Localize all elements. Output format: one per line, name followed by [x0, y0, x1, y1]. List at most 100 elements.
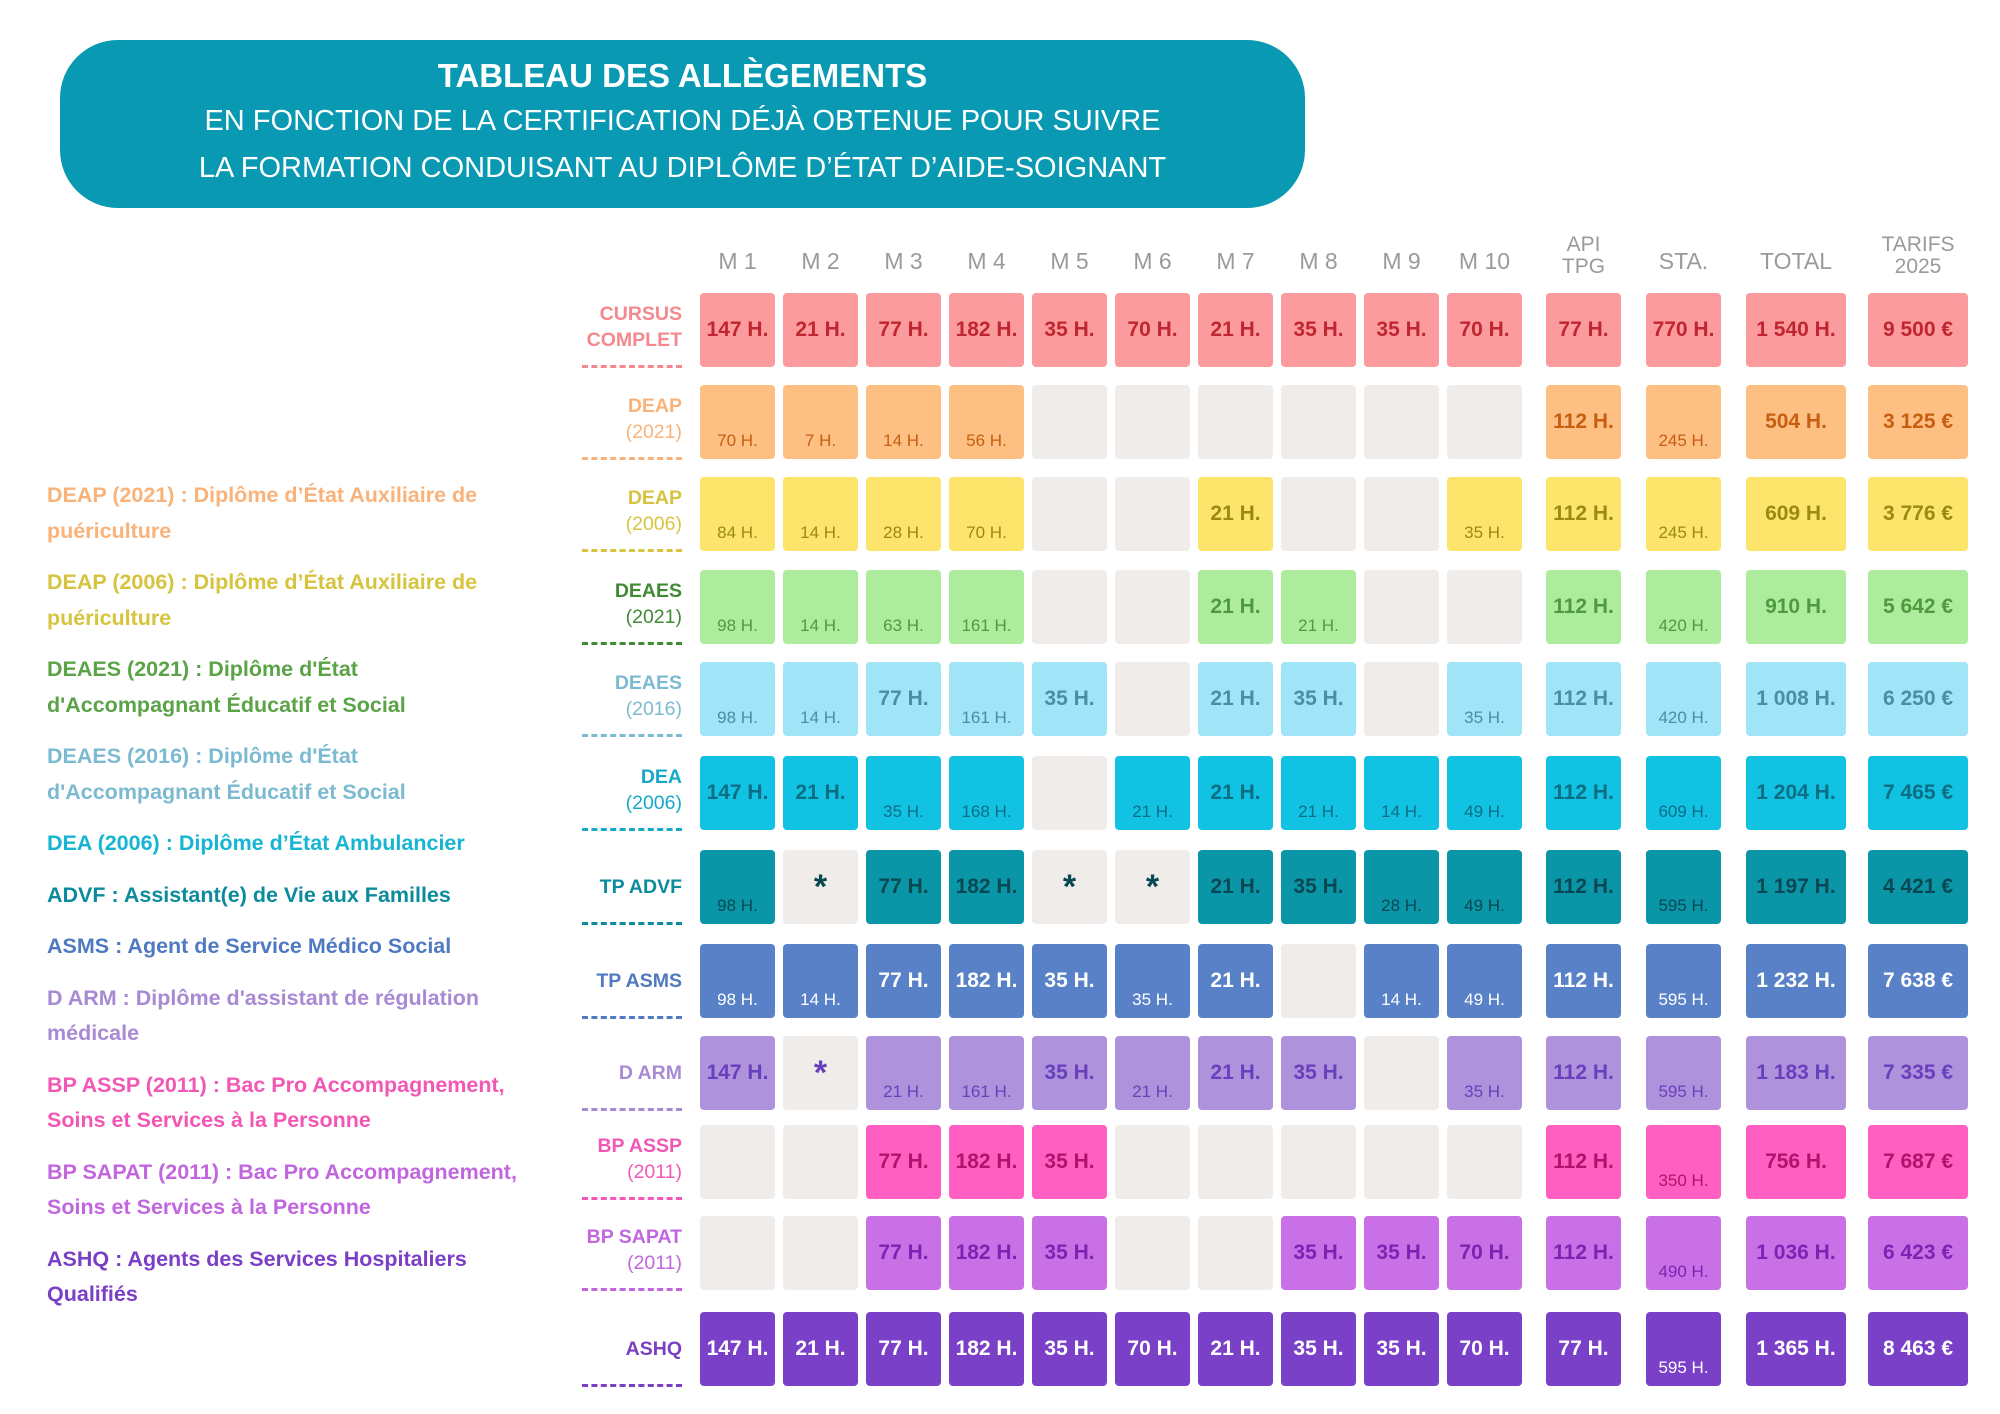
column-header-line: M 10 [1458, 248, 1511, 274]
hours-cell: 182 H. [949, 293, 1024, 367]
column-header-line: M 3 [884, 248, 923, 274]
hours-cell: 70 H. [949, 477, 1024, 551]
hours-cell: 35 H. [1032, 1216, 1107, 1290]
hours-cell: 35 H. [1364, 293, 1439, 367]
row-label-year: (2016) [625, 698, 682, 720]
row-label: DEAP (2021) [560, 393, 682, 445]
column-header: M 3 [859, 250, 949, 273]
hours-cell: 595 H. [1646, 944, 1721, 1018]
legend-item: ASMS : Agent de Service Médico Social [47, 934, 452, 958]
empty-cell [1115, 1125, 1190, 1199]
hours-cell: 3 125 € [1868, 385, 1968, 459]
row-label-year: COMPLET [586, 329, 682, 351]
hours-cell: 182 H. [949, 1312, 1024, 1386]
row-label-name: CURSUS [599, 303, 682, 325]
hours-cell: 21 H. [783, 756, 858, 830]
hours-cell: 49 H. [1447, 756, 1522, 830]
hours-cell: 98 H. [700, 944, 775, 1018]
hours-cell: 77 H. [866, 1216, 941, 1290]
row-label: CURSUS COMPLET [560, 301, 682, 353]
hours-cell: 84 H. [700, 477, 775, 551]
hours-cell: 14 H. [783, 570, 858, 644]
hours-cell: 21 H. [1198, 570, 1273, 644]
hours-cell: 35 H. [1281, 850, 1356, 924]
row-label: DEAP (2006) [560, 485, 682, 537]
hours-cell: 35 H. [1447, 1036, 1522, 1110]
hours-cell: 182 H. [949, 944, 1024, 1018]
empty-cell [1032, 385, 1107, 459]
hours-cell: 14 H. [866, 385, 941, 459]
row-label: DEAES (2021) [560, 578, 682, 630]
hours-cell: 21 H. [1281, 570, 1356, 644]
empty-cell [1364, 385, 1439, 459]
hours-cell: 21 H. [1198, 293, 1273, 367]
hours-cell: 77 H. [866, 293, 941, 367]
hours-cell: 609 H. [1746, 477, 1846, 551]
hours-cell: 98 H. [700, 850, 775, 924]
hours-cell: 21 H. [783, 1312, 858, 1386]
hours-cell: 1 540 H. [1746, 293, 1846, 367]
hours-cell: 63 H. [866, 570, 941, 644]
hours-cell: 14 H. [783, 662, 858, 736]
hours-cell: 350 H. [1646, 1125, 1721, 1199]
row-divider [582, 1288, 682, 1291]
row-label-name: DEAES [614, 580, 682, 602]
empty-cell [1281, 1125, 1356, 1199]
hours-cell: 1 197 H. [1746, 850, 1846, 924]
hours-cell: 35 H. [1032, 944, 1107, 1018]
hours-cell: 245 H. [1646, 477, 1721, 551]
hours-cell: 112 H. [1546, 944, 1621, 1018]
asterisk-cell: * [1115, 850, 1190, 924]
column-header: M 1 [693, 250, 783, 273]
hours-cell: 112 H. [1546, 1125, 1621, 1199]
row-label-name: ASHQ [625, 1338, 682, 1360]
empty-cell [783, 1216, 858, 1290]
hours-cell: 182 H. [949, 850, 1024, 924]
row-divider [582, 457, 682, 460]
hours-cell: 21 H. [1198, 1036, 1273, 1110]
column-header: M 7 [1191, 250, 1281, 273]
hours-cell: 35 H. [1447, 477, 1522, 551]
empty-cell [700, 1125, 775, 1199]
hours-cell: 595 H. [1646, 850, 1721, 924]
hours-cell: 161 H. [949, 570, 1024, 644]
hours-cell: 504 H. [1746, 385, 1846, 459]
column-header-line: TARIFS [1881, 233, 1955, 256]
hours-cell: 7 335 € [1868, 1036, 1968, 1110]
hours-cell: 70 H. [1447, 1216, 1522, 1290]
hours-cell: 14 H. [783, 477, 858, 551]
hours-cell: 35 H. [1032, 1036, 1107, 1110]
empty-cell [1198, 1216, 1273, 1290]
hours-cell: 161 H. [949, 1036, 1024, 1110]
hours-cell: 35 H. [1281, 1216, 1356, 1290]
column-header-line: API [1566, 233, 1601, 256]
column-header-line: M 9 [1382, 248, 1421, 274]
hours-cell: 35 H. [1281, 1312, 1356, 1386]
legend-item: DEAP (2021) : Diplôme d’État Auxiliaire … [47, 483, 478, 543]
page-title: TABLEAU DES ALLÈGEMENTS [437, 57, 928, 94]
row-divider [582, 365, 682, 368]
hours-cell: 4 421 € [1868, 850, 1968, 924]
hours-cell: 28 H. [866, 477, 941, 551]
empty-cell [1032, 756, 1107, 830]
hours-cell: 112 H. [1546, 1216, 1621, 1290]
column-header: M 9 [1357, 250, 1447, 273]
empty-cell [1364, 1125, 1439, 1199]
row-label-name: DEA [640, 766, 682, 788]
row-divider [582, 1197, 682, 1200]
title-banner: TABLEAU DES ALLÈGEMENTS EN FONCTION DE L… [60, 40, 1305, 208]
empty-cell [1032, 477, 1107, 551]
hours-cell: 14 H. [1364, 944, 1439, 1018]
empty-cell [1198, 1125, 1273, 1199]
column-header: API TPG [1539, 234, 1629, 278]
legend-item: DEAES (2016) : Diplôme d'État d'Accompag… [47, 744, 406, 804]
empty-cell [783, 1125, 858, 1199]
hours-cell: 35 H. [1032, 293, 1107, 367]
hours-cell: 1 204 H. [1746, 756, 1846, 830]
hours-cell: 9 500 € [1868, 293, 1968, 367]
legend-item: D ARM : Diplôme d'assistant de régulatio… [47, 985, 479, 1046]
hours-cell: 35 H. [1364, 1312, 1439, 1386]
hours-cell: 7 638 € [1868, 944, 1968, 1018]
hours-cell: 77 H. [866, 1125, 941, 1199]
empty-cell [1364, 477, 1439, 551]
